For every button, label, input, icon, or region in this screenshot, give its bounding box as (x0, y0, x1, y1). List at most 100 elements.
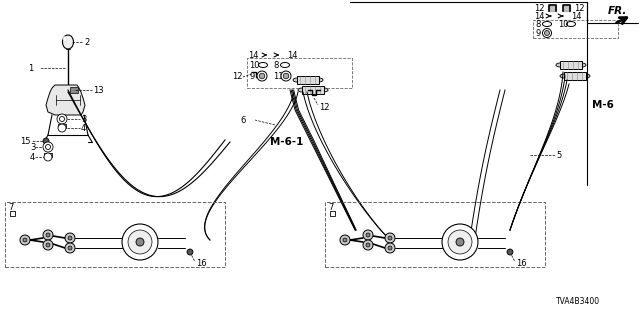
Circle shape (128, 230, 152, 254)
Text: 10: 10 (249, 60, 259, 69)
Circle shape (20, 235, 30, 245)
Circle shape (388, 246, 392, 250)
Circle shape (65, 243, 75, 253)
Circle shape (57, 114, 67, 124)
Bar (247, 58, 352, 88)
Text: 12: 12 (574, 4, 584, 12)
Bar (70, 87, 78, 93)
Circle shape (43, 138, 49, 144)
Circle shape (187, 249, 193, 255)
Text: 13: 13 (93, 85, 104, 94)
Text: 16: 16 (516, 260, 527, 268)
Circle shape (363, 240, 373, 250)
Circle shape (43, 240, 53, 250)
Circle shape (43, 142, 53, 152)
Bar (325, 202, 545, 267)
Circle shape (507, 249, 513, 255)
Polygon shape (46, 85, 85, 115)
Ellipse shape (63, 36, 67, 42)
Ellipse shape (566, 21, 575, 27)
Text: 8: 8 (273, 60, 278, 69)
Text: 3: 3 (30, 142, 35, 151)
Circle shape (456, 238, 464, 246)
Bar (330, 211, 335, 216)
Ellipse shape (582, 74, 590, 78)
Bar (302, 86, 324, 94)
Text: 10: 10 (558, 20, 568, 28)
Text: 9: 9 (249, 71, 254, 81)
Ellipse shape (63, 35, 74, 49)
Ellipse shape (556, 63, 564, 67)
Circle shape (340, 235, 350, 245)
Text: 4: 4 (81, 124, 86, 132)
Text: M-6: M-6 (592, 100, 614, 110)
Text: 11: 11 (273, 71, 284, 81)
Circle shape (60, 116, 65, 122)
Text: FR.: FR. (608, 6, 627, 16)
Circle shape (136, 238, 144, 246)
Text: 5: 5 (556, 150, 561, 159)
Bar (5, 202, 225, 267)
Text: 15: 15 (20, 137, 31, 146)
Text: 7: 7 (8, 204, 13, 212)
Bar (533, 20, 618, 38)
Circle shape (58, 124, 66, 132)
Text: 12: 12 (319, 102, 330, 111)
Ellipse shape (293, 78, 301, 82)
Text: 2: 2 (84, 37, 89, 46)
Circle shape (363, 230, 373, 240)
Circle shape (366, 243, 370, 247)
Circle shape (442, 224, 478, 260)
Circle shape (68, 236, 72, 240)
Circle shape (385, 233, 395, 243)
Circle shape (68, 246, 72, 250)
Bar (564, 72, 586, 80)
Ellipse shape (280, 62, 289, 68)
Bar (560, 61, 582, 69)
Bar (10, 211, 15, 216)
Circle shape (343, 238, 347, 242)
Ellipse shape (298, 88, 306, 92)
Text: 14: 14 (287, 51, 298, 60)
Circle shape (46, 243, 50, 247)
Circle shape (257, 71, 267, 81)
Bar (297, 76, 319, 84)
Text: 14: 14 (571, 12, 582, 20)
Circle shape (44, 153, 52, 161)
Text: 14: 14 (534, 12, 545, 20)
Text: M-6-1: M-6-1 (270, 137, 303, 147)
Text: 3: 3 (81, 115, 86, 124)
Circle shape (281, 71, 291, 81)
Circle shape (259, 73, 265, 79)
Circle shape (46, 233, 50, 237)
Circle shape (388, 236, 392, 240)
Text: 4: 4 (30, 153, 35, 162)
Text: 16: 16 (196, 260, 207, 268)
Circle shape (545, 30, 550, 36)
Circle shape (366, 233, 370, 237)
Text: 14: 14 (248, 51, 259, 60)
Text: 7: 7 (328, 204, 333, 212)
Ellipse shape (543, 21, 552, 27)
Text: TVA4B3400: TVA4B3400 (556, 298, 600, 307)
Circle shape (65, 233, 75, 243)
Text: 1: 1 (28, 63, 33, 73)
Text: 6: 6 (240, 116, 245, 124)
Ellipse shape (320, 88, 328, 92)
Circle shape (43, 230, 53, 240)
Ellipse shape (259, 62, 268, 68)
Ellipse shape (560, 74, 568, 78)
Circle shape (284, 73, 289, 79)
Circle shape (543, 28, 552, 37)
Text: 12: 12 (232, 71, 243, 81)
Text: 8: 8 (535, 20, 540, 28)
Circle shape (385, 243, 395, 253)
Circle shape (23, 238, 27, 242)
Circle shape (122, 224, 158, 260)
Text: 9: 9 (535, 28, 540, 37)
Ellipse shape (315, 78, 323, 82)
Text: 12: 12 (534, 4, 545, 12)
Circle shape (448, 230, 472, 254)
Ellipse shape (578, 63, 586, 67)
Circle shape (45, 145, 51, 149)
